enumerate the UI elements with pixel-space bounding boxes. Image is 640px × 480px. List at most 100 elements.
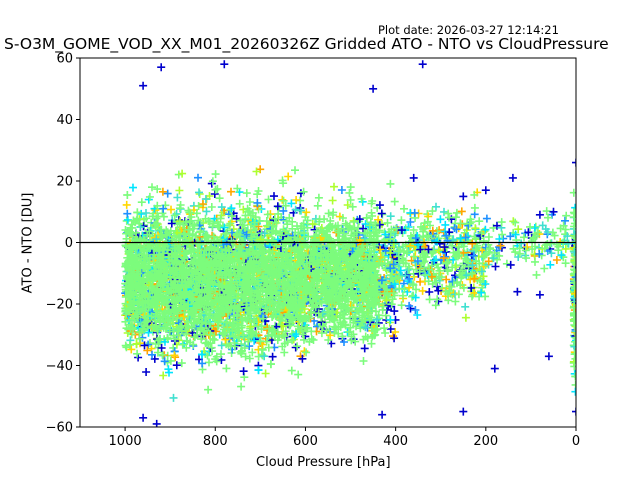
scatter-point <box>491 262 500 271</box>
scatter-point <box>383 289 392 297</box>
scatter-point <box>387 300 396 309</box>
scatter-point <box>570 321 576 329</box>
scatter-point <box>215 194 224 203</box>
scatter-point <box>436 215 445 224</box>
scatter-point <box>451 297 460 306</box>
scatter-point <box>284 172 293 181</box>
scatter-point <box>471 224 480 233</box>
scatter-point <box>150 233 159 242</box>
scatter-point <box>343 221 352 230</box>
scatter-point <box>433 295 442 304</box>
scatter-point <box>288 336 297 345</box>
scatter-point <box>380 324 389 333</box>
scatter-point <box>345 188 354 197</box>
scatter-point <box>211 185 220 194</box>
scatter-point <box>397 301 406 310</box>
scatter-point <box>159 371 168 380</box>
scatter-point <box>169 393 178 402</box>
scatter-point <box>194 173 202 182</box>
scatter-point <box>470 288 479 297</box>
scatter-point <box>163 189 172 198</box>
scatter-point <box>428 280 437 288</box>
scatter-point <box>300 347 309 356</box>
scatter-point <box>461 302 470 311</box>
scatter-point <box>379 302 388 311</box>
scatter-point <box>222 364 231 373</box>
scatter-point <box>291 205 300 214</box>
scatter-point <box>532 270 541 279</box>
scatter-point <box>137 209 146 218</box>
scatter-point <box>324 336 333 344</box>
scatter-point <box>211 170 220 179</box>
scatter-point <box>137 198 146 207</box>
plot-date: Plot date: 2026-03-27 12:14:21 <box>378 23 559 37</box>
scatter-point <box>266 360 275 369</box>
scatter-point <box>123 191 132 199</box>
scatter-point <box>204 217 213 226</box>
scatter-point <box>132 339 141 348</box>
scatter-point <box>390 334 399 343</box>
scatter-point <box>245 207 254 216</box>
scatter-point <box>381 311 390 320</box>
scatter-point <box>185 208 194 217</box>
scatter-point <box>412 285 420 294</box>
scatter-point <box>462 271 471 280</box>
scatter-point <box>172 361 181 370</box>
scatter-point <box>314 309 323 318</box>
scatter-point <box>217 350 225 359</box>
scatter-point <box>383 218 392 227</box>
scatter-point <box>413 311 422 319</box>
scatter-point <box>317 329 326 338</box>
scatter-point <box>239 205 248 214</box>
scatter-point <box>330 182 338 191</box>
scatter-point <box>142 368 151 376</box>
scatter-point <box>148 183 156 192</box>
scatter-point <box>163 333 172 342</box>
scatter-point <box>509 217 518 226</box>
scatter-point <box>226 342 235 351</box>
scatter-point <box>326 331 335 340</box>
scatter-point <box>467 284 476 292</box>
scatter-point <box>561 216 569 225</box>
scatter-point <box>158 187 167 196</box>
scatter-point <box>241 352 250 361</box>
scatter-point <box>122 216 131 225</box>
scatter-point <box>217 203 226 212</box>
scatter-point <box>359 224 368 233</box>
scatter-point <box>144 328 153 337</box>
scatter-point <box>288 217 297 226</box>
scatter-point <box>459 283 468 292</box>
scatter-point <box>397 216 406 225</box>
scatter-point <box>279 196 288 205</box>
scatter-point <box>302 324 311 333</box>
scatter-point <box>297 206 305 215</box>
scatter-point <box>448 263 457 272</box>
scatter-point <box>337 186 346 194</box>
scatter-point <box>189 340 198 349</box>
scatter-point <box>182 343 191 352</box>
scatter-point <box>300 335 308 344</box>
scatter-point <box>408 292 417 301</box>
scatter-point <box>386 264 395 273</box>
scatter-point <box>227 187 235 196</box>
scatter-point <box>363 334 372 342</box>
scatter-point <box>150 354 159 363</box>
scatter-point <box>155 334 164 343</box>
scatter-point <box>328 211 337 219</box>
scatter-point <box>150 220 159 229</box>
scatter-point <box>197 335 206 344</box>
scatter-point <box>386 234 395 243</box>
scatter-point <box>152 235 161 244</box>
scatter-point <box>400 204 408 213</box>
scatter-point <box>194 202 203 210</box>
scatter-point <box>156 318 165 327</box>
scatter-point <box>270 192 278 201</box>
scatter-point <box>367 208 376 217</box>
scatter-point <box>198 359 207 368</box>
scatter-point <box>360 344 369 353</box>
scatter-point <box>398 291 407 300</box>
scatter-point <box>201 195 210 204</box>
scatter-point <box>264 343 273 352</box>
scatter-point <box>425 295 434 304</box>
